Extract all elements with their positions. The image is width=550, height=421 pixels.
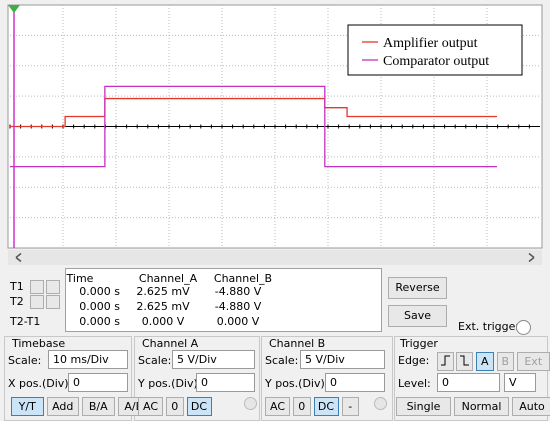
scale-label: Scale: — [8, 354, 42, 367]
legend-box — [347, 24, 523, 76]
cursor-right-button[interactable] — [46, 280, 60, 294]
position-input[interactable]: 0 — [325, 373, 385, 392]
option-button[interactable]: DC — [313, 397, 339, 416]
readout-value: 2.625 mV — [136, 285, 190, 298]
reverse-button[interactable]: Reverse — [388, 277, 447, 299]
ext-trigger-radio[interactable] — [516, 320, 531, 335]
panel-title: Timebase — [12, 337, 66, 350]
cursor-label: T2 — [10, 295, 24, 308]
rising-edge-icon — [441, 355, 450, 366]
readout-value: 2.625 mV — [136, 300, 190, 313]
trace-line — [10, 97, 498, 128]
scroll-right — [528, 252, 535, 263]
scale-input[interactable]: 10 ms/Div — [48, 350, 128, 369]
save-button[interactable]: Save — [388, 305, 447, 327]
readout-value: -4.880 V — [214, 300, 262, 313]
scope-display: Amplifier output Comparator output — [7, 4, 543, 265]
scale-label: Scale: — [265, 354, 299, 367]
option-button[interactable]: Add — [46, 397, 79, 416]
readout-header: Time — [66, 272, 94, 285]
option-button[interactable]: Normal — [454, 397, 509, 416]
panel-title: Channel B — [269, 337, 326, 350]
level-unit[interactable]: V — [504, 373, 536, 392]
readout-value: 0.000 s — [79, 300, 120, 313]
position-label: Y pos.(Div): — [138, 377, 202, 390]
channel-b-radio[interactable] — [374, 397, 387, 410]
scroll-left — [15, 252, 22, 263]
position-input[interactable]: 0 — [68, 373, 128, 392]
trace-line — [10, 85, 498, 168]
option-button[interactable]: AC — [138, 397, 163, 416]
option-button[interactable]: - — [341, 397, 359, 416]
cursor-right-button[interactable] — [46, 295, 60, 309]
option-button[interactable]: B — [496, 352, 514, 371]
scale-input[interactable]: 5 V/Div — [300, 350, 385, 369]
option-button[interactable]: AC — [265, 397, 290, 416]
readout-value: 0.000 V — [216, 315, 260, 328]
legend-label: Amplifier output — [383, 36, 478, 51]
channel-a-radio[interactable] — [244, 397, 257, 410]
panel-title: Channel A — [142, 337, 199, 350]
cursor-label: T1 — [10, 280, 24, 293]
option-button[interactable]: 0 — [293, 397, 311, 416]
level-input[interactable]: 0 — [437, 373, 500, 392]
legend-label: Comparator output — [383, 54, 489, 69]
position-label: X pos.(Div): — [8, 377, 73, 390]
position-input[interactable]: 0 — [196, 373, 255, 392]
option-button[interactable]: Single — [396, 397, 451, 416]
cursor-handle — [8, 5, 20, 13]
readout-header: Channel_B — [213, 272, 273, 285]
option-button[interactable]: DC — [186, 397, 212, 416]
option-button[interactable]: Auto — [512, 397, 550, 416]
ext-trigger-label: Ext. trigger — [458, 320, 520, 333]
scrollbar — [8, 250, 542, 265]
rising-edge-button[interactable] — [437, 352, 454, 371]
scale-label: Scale: — [138, 354, 172, 367]
panel-title: Trigger — [400, 337, 438, 350]
falling-edge-button[interactable] — [456, 352, 473, 371]
readout-header: Channel_A — [138, 272, 198, 285]
edge-label: Edge: — [398, 354, 430, 367]
option-button[interactable]: 0 — [166, 397, 184, 416]
cursor-label: T2-T1 — [10, 315, 41, 328]
option-button[interactable]: A — [476, 352, 494, 371]
option-button[interactable]: Y/T — [11, 397, 44, 416]
option-button[interactable]: Ext — [517, 352, 550, 371]
falling-edge-icon — [460, 355, 469, 366]
level-label: Level: — [398, 377, 431, 390]
scale-input[interactable]: 5 V/Div — [172, 350, 255, 369]
readout-box — [65, 268, 382, 332]
option-button[interactable]: B/A — [82, 397, 115, 416]
readout-value: -4.880 V — [214, 285, 262, 298]
readout-value: 0.000 s — [79, 285, 120, 298]
cursor-left-button[interactable] — [30, 280, 44, 294]
cursor-left-button[interactable] — [30, 295, 44, 309]
readout-value: 0.000 V — [141, 315, 185, 328]
position-label: Y pos.(Div): — [265, 377, 329, 390]
readout-value: 0.000 s — [79, 315, 120, 328]
